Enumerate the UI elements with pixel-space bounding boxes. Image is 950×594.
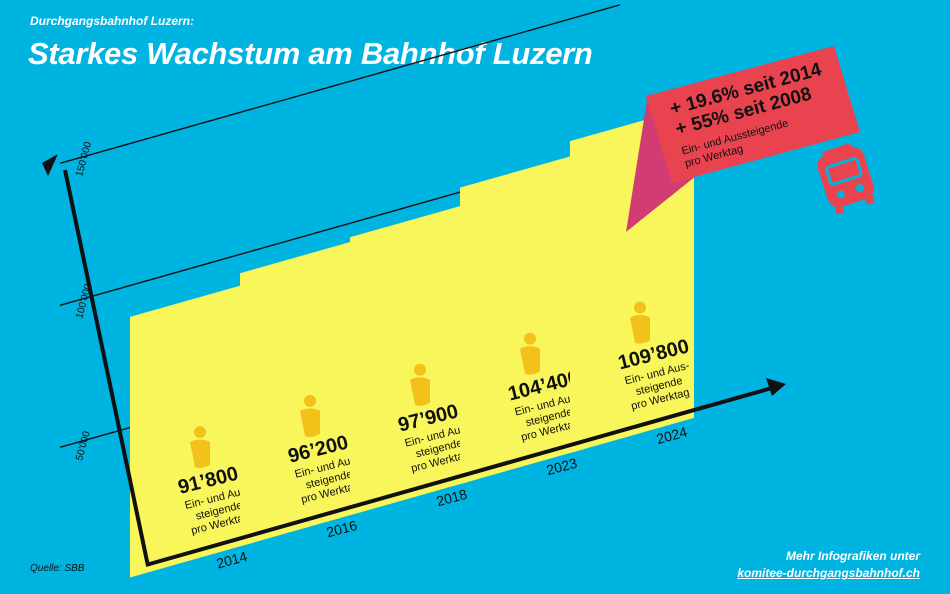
person-icon — [190, 425, 210, 469]
x-tick-labels: 2014 2016 2018 2023 2024 — [215, 423, 689, 571]
source-note: Quelle: SBB — [30, 563, 85, 574]
supertitle: Durchgangsbahnhof Luzern: — [30, 14, 194, 28]
x-tick-label: 2014 — [215, 548, 249, 572]
page-title: Starkes Wachstum am Bahnhof Luzern — [28, 36, 593, 71]
person-icon — [630, 301, 650, 344]
bar — [240, 238, 364, 547]
callout-box — [646, 46, 860, 183]
x-tick-label: 2018 — [435, 486, 469, 510]
x-tick-label: 2024 — [655, 423, 689, 447]
person-icon — [410, 363, 430, 406]
more-label: Mehr Infografiken unter — [785, 549, 920, 563]
y-axis-arrow — [42, 154, 58, 176]
train-icon — [817, 143, 875, 215]
x-axis-arrow — [766, 378, 786, 396]
person-icon — [520, 332, 540, 375]
gridline — [59, 4, 621, 165]
more-infographics: Mehr Infografiken unter komitee-durchgan… — [737, 548, 920, 582]
y-tick-label: 50’000 — [74, 430, 93, 462]
website-link[interactable]: komitee-durchgangsbahnhof.ch — [737, 566, 920, 580]
y-axis-line — [63, 169, 150, 567]
growth-callout: + 19.6% seit 2014 + 55% seit 2008 Ein- u… — [626, 46, 860, 232]
person-icon — [300, 394, 320, 437]
x-tick-label: 2023 — [545, 455, 579, 479]
bar — [460, 152, 584, 485]
axes — [42, 154, 786, 567]
x-tick-label: 2016 — [325, 517, 359, 541]
bar — [350, 202, 474, 516]
x-axis-line — [145, 386, 773, 567]
bar — [130, 281, 254, 578]
